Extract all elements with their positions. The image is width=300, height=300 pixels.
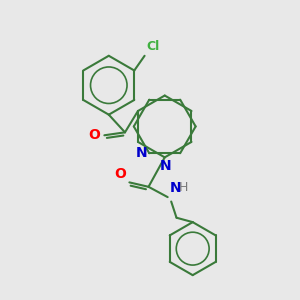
Text: N: N xyxy=(170,181,182,195)
Text: H: H xyxy=(179,181,188,194)
Text: O: O xyxy=(114,167,126,181)
Text: N: N xyxy=(135,146,147,160)
Text: N: N xyxy=(160,159,171,173)
Text: O: O xyxy=(88,128,100,142)
Text: Cl: Cl xyxy=(146,40,159,53)
